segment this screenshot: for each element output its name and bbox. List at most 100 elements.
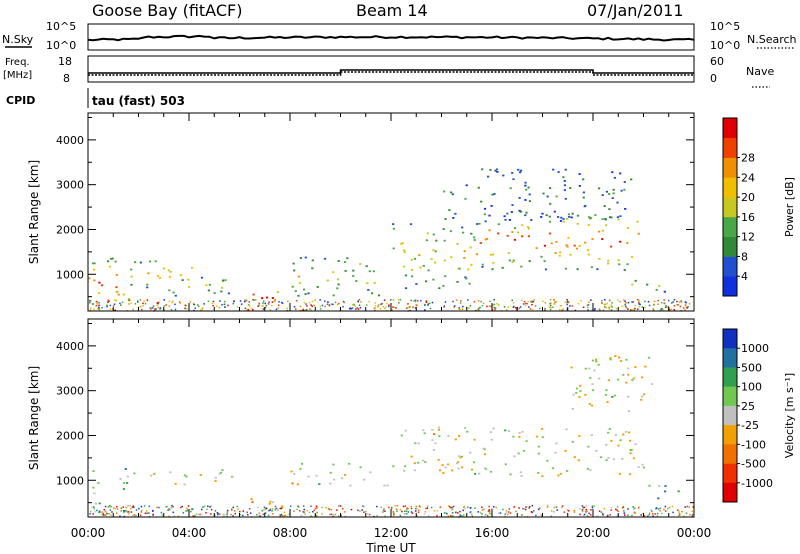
noise-cell [165,506,167,508]
range-cell [457,455,461,458]
freq-label-line2: [MHz] [3,70,32,81]
noise-cell [313,304,315,307]
noise-cell [192,303,195,305]
noise-cell [506,309,508,311]
noise-cell [407,511,409,513]
panel-background [88,113,694,311]
noise-cell [615,508,617,511]
range-cell [588,216,591,219]
noise-cell [590,299,592,301]
range-cell [473,236,476,239]
noise-cell [134,303,137,305]
range-cell [537,445,540,448]
range-cell [488,229,491,232]
noise-cell [180,506,182,509]
noise-cell [617,510,619,512]
range-cell [657,497,660,500]
range-cell [431,439,434,441]
range-cell [348,462,351,465]
range-cell [497,223,500,226]
noise-cell [550,307,552,309]
range-cell [139,261,142,264]
noise-cell [386,302,388,305]
noise-cell [300,514,303,517]
range-cell [344,474,347,476]
range-cell [291,285,294,288]
noise-cell [284,514,287,517]
range-cell [261,297,264,299]
noise-cell [391,506,393,509]
range-cell [624,208,627,210]
noise-cell [350,508,353,511]
noise-cell [357,509,359,512]
noise-cell [326,303,329,305]
noise-cell [391,309,393,311]
noise-cell [417,511,420,513]
noise-cell [111,308,114,310]
range-cell [447,435,450,437]
range-cell [91,303,95,305]
range-cell [224,279,227,282]
noise-cell [324,305,326,308]
range-cell [349,484,352,487]
noise-cell [462,509,464,512]
noise-cell [140,505,143,508]
noise-cell [583,513,586,516]
noise-cell [679,305,682,308]
range-cell [634,366,637,368]
noise-cell [511,299,513,302]
noise-cell [216,305,218,307]
nave-tick-top: 60 [710,55,724,68]
freq-tick-top: 18 [58,55,72,68]
colorbar-swatch [723,386,737,407]
noise-cell [477,511,479,513]
range-cell [544,268,548,271]
noise-cell [212,304,214,307]
noise-cell [671,505,674,508]
colorbar-frame [722,117,738,297]
range-cell [116,291,119,293]
noise-cell [409,305,411,308]
range-cell [458,435,461,437]
noise-cell [624,304,626,306]
range-cell [630,449,633,451]
noise-cell [385,306,387,308]
noise-cell [549,302,552,304]
noise-cell [306,305,308,307]
range-cell [565,244,568,246]
noise-cell [132,308,134,311]
noise-cell [633,309,635,311]
range-cell [584,241,587,244]
noise-cell [416,514,418,517]
noise-cell [344,511,346,513]
noise-cell [120,304,122,306]
range-cell [492,261,495,264]
noise-cell [119,302,121,305]
range-cell [297,275,300,278]
noise-cell [446,512,448,515]
range-cell [220,290,223,293]
noise-cell [556,509,558,511]
noise-cell [271,510,273,512]
noise-cell [357,300,359,303]
noise-cell [660,309,662,311]
range-cell [563,180,566,182]
noise-cell [111,511,113,513]
noise-cell [588,301,590,303]
noise-cell [569,305,571,307]
range-cell [524,184,527,187]
noise-cell [647,301,650,303]
noise-cell [239,300,242,302]
noise-cell [602,514,604,516]
noise-cell [401,510,403,513]
colorbar-frame [722,328,738,503]
noise-cell [132,514,134,517]
range-cell [478,472,481,475]
noise-cell [407,302,409,305]
range-cell [133,472,136,475]
range-cell [208,283,211,286]
noise-cell [268,509,270,512]
noise-cell [289,505,292,507]
noise-cell [121,301,124,304]
